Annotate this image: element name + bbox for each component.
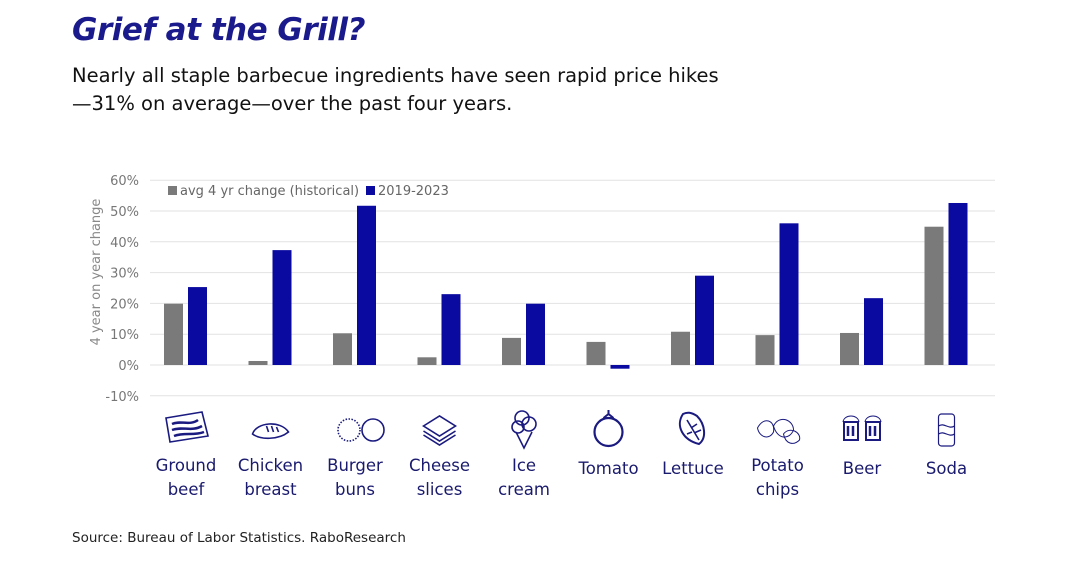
category-label: Potato	[751, 456, 804, 475]
category-label: Tomato	[577, 459, 638, 478]
bar-historical	[248, 360, 268, 365]
y-tick-label: 20%	[110, 297, 139, 312]
bar-2019-2023	[695, 275, 714, 365]
potato-chips-icon	[756, 418, 801, 444]
chicken-breast-icon	[251, 423, 290, 440]
legend-swatch	[168, 186, 177, 195]
category-label: Soda	[926, 459, 967, 478]
bar-historical	[586, 341, 606, 365]
bar-2019-2023	[272, 250, 292, 365]
y-tick-label: 0%	[118, 359, 139, 374]
bar-2019-2023	[357, 205, 376, 365]
bar-historical	[671, 331, 690, 365]
y-tick-label: 40%	[110, 236, 139, 251]
ice-cream-icon	[511, 410, 537, 450]
chart-title: Grief at the Grill?	[72, 12, 366, 48]
category-label: Cheese	[409, 456, 470, 475]
soda-icon	[937, 413, 956, 447]
legend-label: 2019-2023	[378, 184, 449, 199]
cheese-slices-icon	[421, 415, 458, 446]
y-tick-label: 50%	[110, 205, 139, 220]
bar-historical	[417, 357, 437, 365]
tomato-icon	[593, 410, 624, 448]
bar-2019-2023	[948, 202, 968, 365]
bar-2019-2023	[188, 287, 207, 365]
category-label: breast	[244, 480, 297, 499]
category-label: Ground	[156, 456, 217, 475]
bar-historical	[502, 337, 521, 365]
chart-subtitle: Nearly all staple barbecue ingredients h…	[72, 64, 719, 115]
y-tick-label: 30%	[110, 267, 139, 282]
category-label: Beer	[843, 459, 882, 478]
beer-icon	[842, 415, 882, 441]
y-tick-label: 10%	[110, 328, 139, 343]
bar-historical	[924, 226, 944, 365]
ground-beef-icon	[165, 411, 209, 443]
bar-historical	[333, 333, 352, 365]
bar-2019-2023	[441, 294, 461, 365]
y-tick-label: -10%	[105, 390, 139, 405]
source-note: Source: Bureau of Labor Statistics. Rabo…	[72, 530, 406, 546]
bar-historical	[164, 303, 183, 365]
category-label: chips	[756, 480, 799, 499]
category-label: Lettuce	[662, 459, 724, 478]
category-label: slices	[417, 480, 463, 499]
bar-historical	[755, 335, 775, 365]
bar-2019-2023	[779, 223, 799, 365]
bar-2019-2023	[526, 303, 545, 365]
category-label: Burger	[327, 456, 383, 475]
category-label: cream	[498, 480, 550, 499]
category-label: buns	[335, 480, 375, 499]
bar-2019-2023	[610, 365, 630, 369]
y-axis-label: 4 year on year change	[89, 199, 104, 346]
legend-swatch	[366, 186, 375, 195]
lettuce-icon	[678, 411, 705, 446]
category-label: beef	[168, 480, 206, 499]
burger-buns-icon	[337, 418, 385, 442]
legend-label: avg 4 yr change (historical)	[180, 184, 359, 199]
y-tick-label: 60%	[110, 174, 139, 189]
category-label: Chicken	[238, 456, 303, 475]
bar-historical	[840, 332, 859, 365]
category-label: Ice	[512, 456, 536, 475]
bar-2019-2023	[864, 298, 883, 365]
